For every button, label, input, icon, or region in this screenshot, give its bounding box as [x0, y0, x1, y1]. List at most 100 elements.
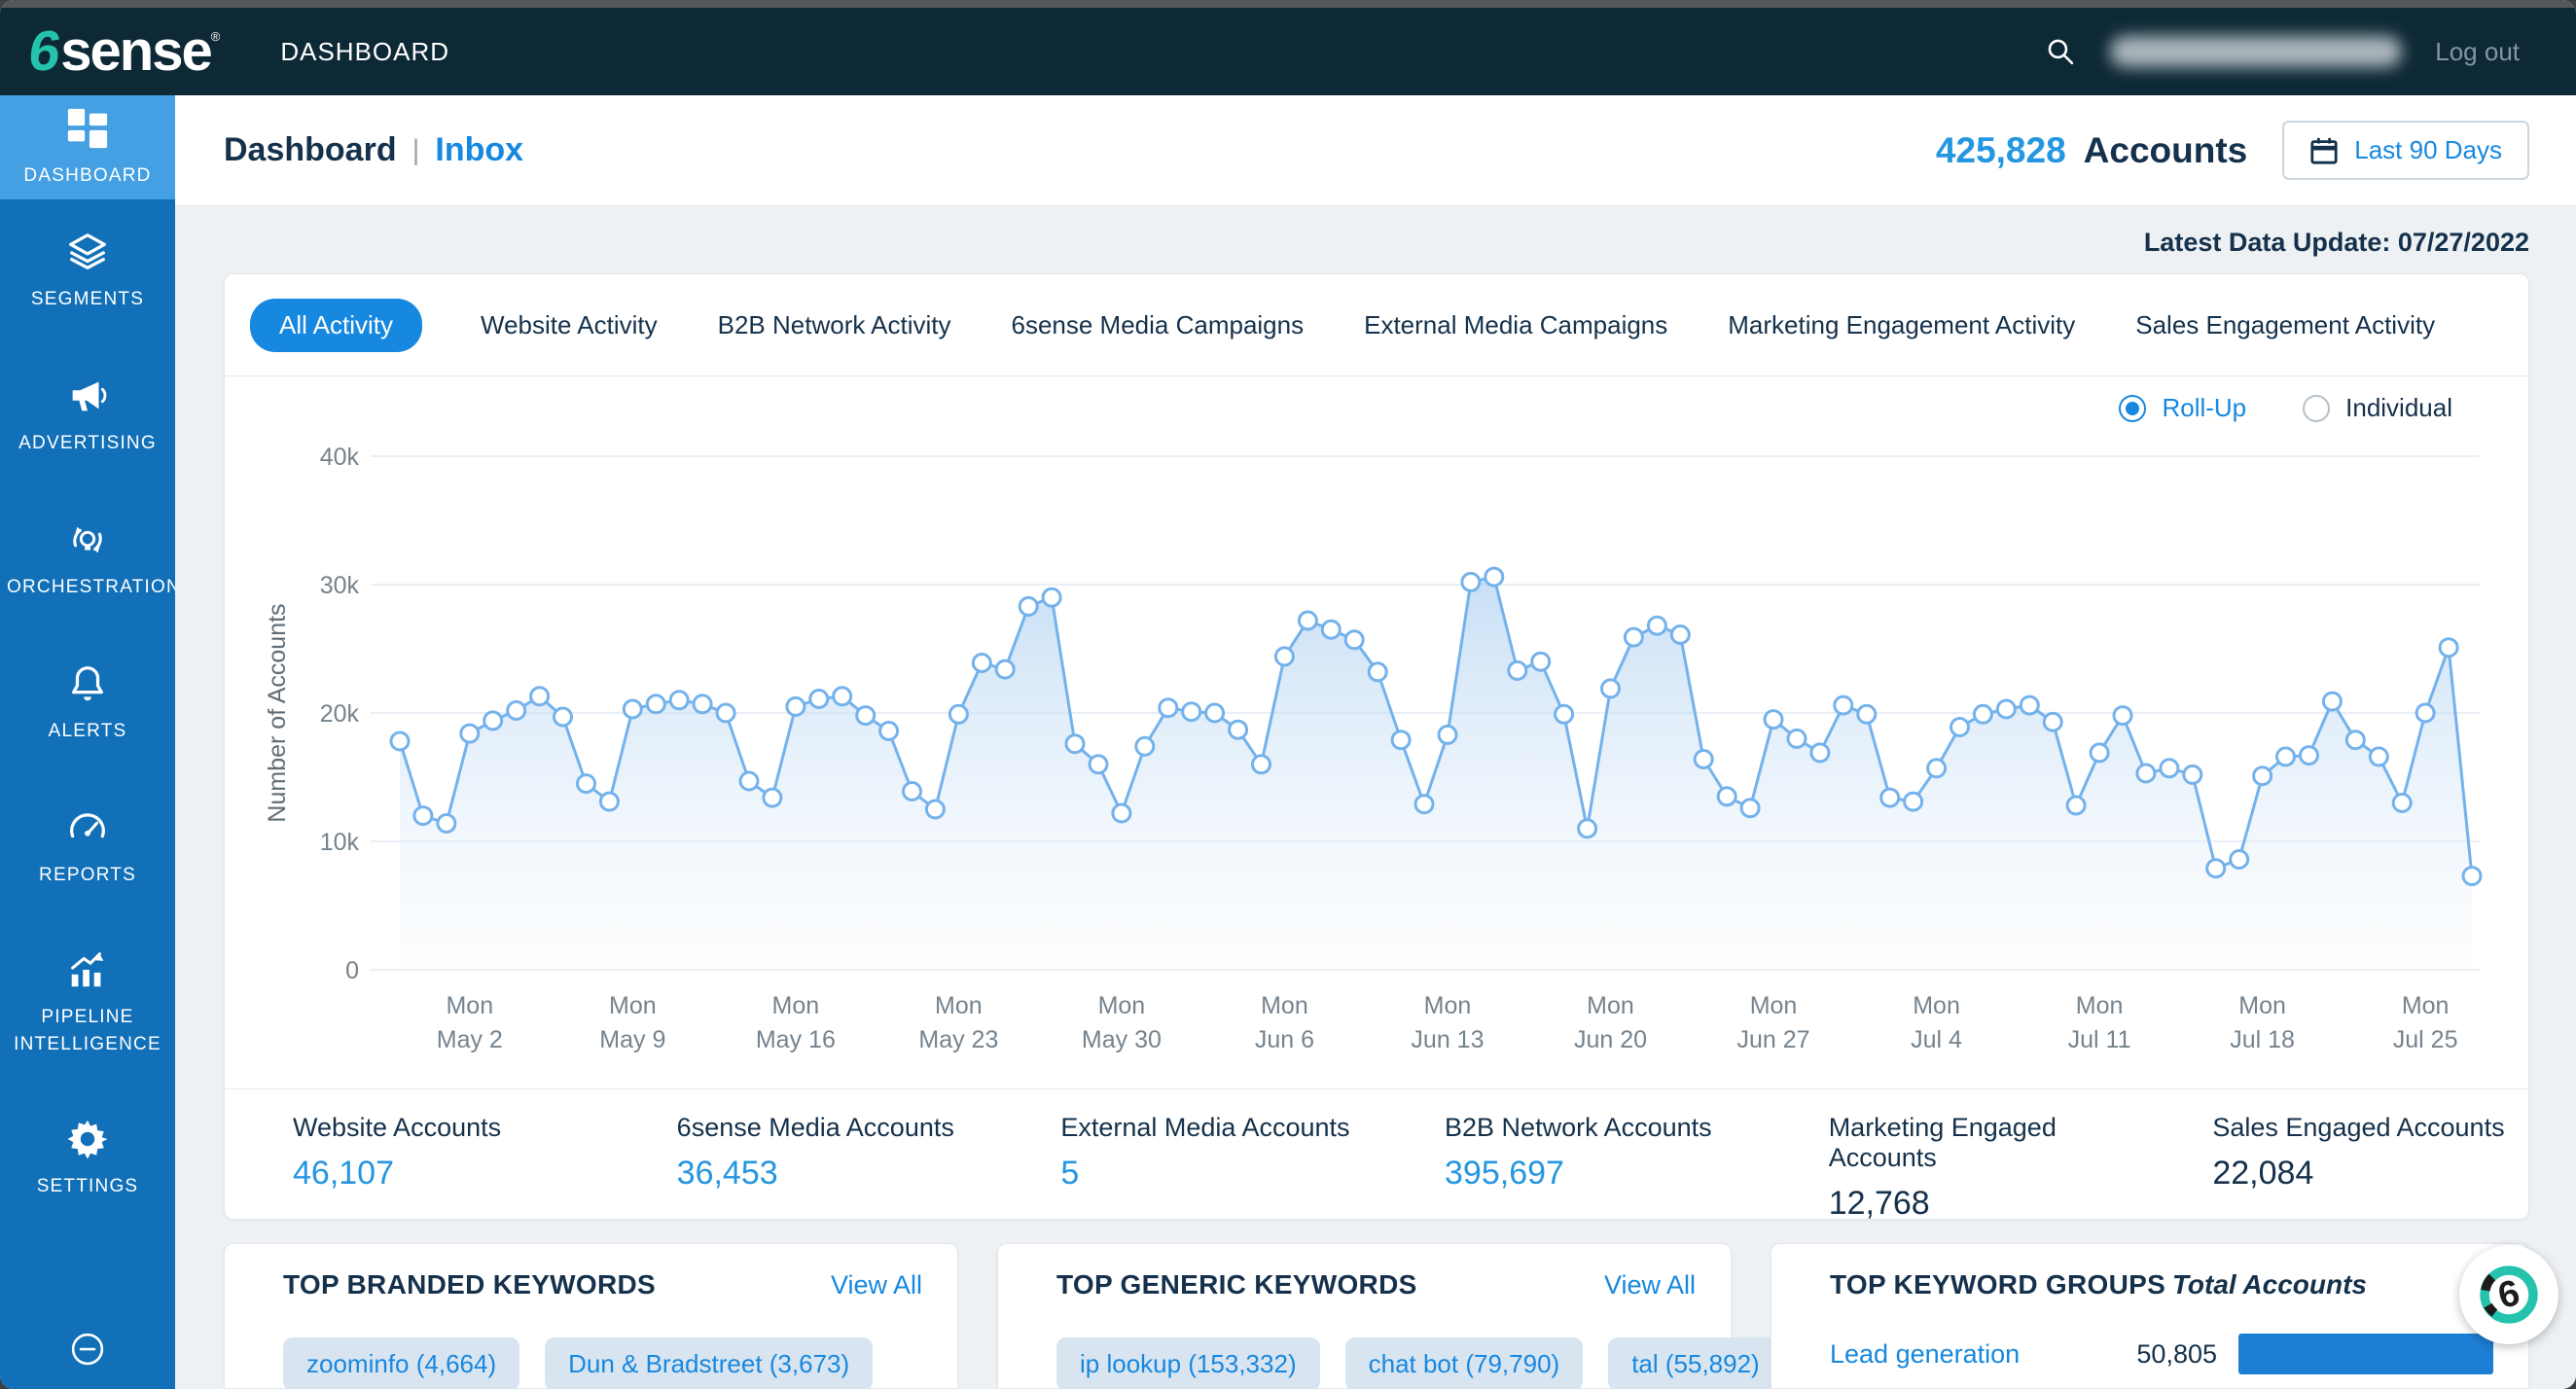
tab-external-media-campaigns[interactable]: External Media Campaigns — [1362, 299, 1669, 352]
stat-value[interactable]: 395,697 — [1445, 1155, 1564, 1192]
svg-text:Jun 6: Jun 6 — [1255, 1026, 1314, 1053]
radio-roll-up[interactable]: Roll-Up — [2119, 393, 2246, 423]
date-range-button[interactable]: Last 90 Days — [2282, 121, 2529, 180]
keyword-group-link[interactable]: Lead generation — [1830, 1338, 2021, 1369]
stat-label: Marketing Engaged Accounts — [1828, 1113, 2057, 1172]
tab-b2b-network-activity[interactable]: B2B Network Activity — [716, 299, 953, 352]
svg-text:40k: 40k — [320, 444, 360, 471]
collapse-sidebar-button[interactable] — [0, 1329, 175, 1370]
logout-button[interactable]: Log out — [2435, 36, 2520, 66]
svg-text:Mon: Mon — [1587, 992, 1634, 1019]
svg-text:Mon: Mon — [2238, 992, 2286, 1019]
view-toggle: Roll-Up Individual — [2119, 393, 2452, 423]
svg-text:May 23: May 23 — [918, 1026, 998, 1053]
6sense-logo[interactable]: 6 sense ® — [25, 19, 221, 83]
top-nav: 6 sense ® DASHBOARD Log out — [0, 8, 2576, 95]
generic-view-all-link[interactable]: View All — [1603, 1270, 1696, 1300]
activity-chart-card: All Activity Website Activity B2B Network … — [224, 273, 2529, 1222]
keyword-chip-zoominfo-4-664[interactable]: zoominfo (4,664) — [283, 1337, 520, 1389]
gauge-icon — [65, 805, 110, 850]
tab-website-activity[interactable]: Website Activity — [479, 299, 660, 352]
search-icon[interactable] — [2044, 35, 2077, 68]
svg-text:30k: 30k — [320, 572, 360, 599]
radio-individual[interactable]: Individual — [2303, 393, 2452, 423]
stat-label: External Media Accounts — [1060, 1113, 1350, 1142]
svg-text:Jul 18: Jul 18 — [2230, 1026, 2295, 1053]
stats-row: Website Accounts 46,107 6sense Media Accou… — [225, 1088, 2528, 1222]
stat-website-accounts: Website Accounts 46,107 — [225, 1089, 609, 1219]
top-branded-keywords-card: TOP BRANDED KEYWORDS View All zoominfo (… — [224, 1243, 958, 1389]
sidebar-item-reports[interactable]: REPORTS — [0, 775, 175, 919]
svg-text:Mon: Mon — [772, 992, 820, 1019]
sidebar-item-dashboard[interactable]: DASHBOARD — [0, 95, 175, 199]
circle-minus-icon — [71, 1333, 104, 1366]
svg-text:Jul 11: Jul 11 — [2068, 1026, 2131, 1053]
user-email-blurred[interactable] — [2110, 36, 2403, 67]
svg-text:Jun 13: Jun 13 — [1411, 1026, 1484, 1053]
sidebar-item-advertising[interactable]: ADVERTISING — [0, 343, 175, 487]
stat-value[interactable]: 36,453 — [676, 1155, 778, 1192]
logo-6-glyph: 6 — [24, 19, 65, 83]
stat-label: 6sense Media Accounts — [676, 1113, 954, 1142]
svg-text:0: 0 — [345, 957, 359, 984]
keyword-chip-tal-55-892[interactable]: tal (55,892) — [1608, 1337, 1783, 1389]
sidebar-item-orchestration[interactable]: ORCHESTRATION — [0, 487, 180, 631]
bell-icon — [65, 661, 110, 706]
orchestration-icon — [65, 517, 110, 562]
nav-dashboard-label[interactable]: DASHBOARD — [280, 36, 450, 66]
sidebar-item-label: SEGMENTS — [30, 289, 145, 310]
stat-value: 22,084 — [2212, 1155, 2314, 1192]
svg-text:Jun 27: Jun 27 — [1736, 1026, 1809, 1053]
tab-sales-engagement-activity[interactable]: Sales Engagement Activity — [2133, 299, 2437, 352]
layers-icon — [65, 230, 110, 274]
stat-value[interactable]: 5 — [1060, 1155, 1080, 1192]
svg-text:Number of Accounts: Number of Accounts — [264, 603, 291, 822]
tab-all-activity[interactable]: All Activity — [250, 298, 423, 352]
sidebar-item-label: ADVERTISING — [18, 433, 157, 454]
stat-value: 12,768 — [1828, 1185, 1930, 1222]
radio-label: Roll-Up — [2162, 393, 2247, 422]
svg-text:Jul 25: Jul 25 — [2393, 1026, 2458, 1053]
svg-text:Mon: Mon — [2076, 992, 2124, 1019]
sidebar-item-segments[interactable]: SEGMENTS — [0, 199, 175, 343]
svg-text:20k: 20k — [320, 700, 360, 728]
svg-text:May 9: May 9 — [599, 1026, 665, 1053]
svg-text:Mon: Mon — [609, 992, 657, 1019]
sidebar-item-alerts[interactable]: ALERTS — [0, 631, 175, 775]
tab-marketing-engagement-activity[interactable]: Marketing Engagement Activity — [1726, 299, 2077, 352]
sidebar-item-pipeline-intelligence[interactable]: PIPELINE INTELLIGENCE — [0, 919, 175, 1086]
stat-external-media-accounts: External Media Accounts 5 — [992, 1089, 1377, 1219]
inbox-link[interactable]: Inbox — [435, 131, 524, 168]
radio-label: Individual — [2345, 393, 2452, 422]
keyword-chip-chat-bot-79-790[interactable]: chat bot (79,790) — [1344, 1337, 1584, 1389]
stat-label: Website Accounts — [293, 1113, 502, 1142]
sidebar-item-settings[interactable]: SETTINGS — [0, 1086, 175, 1230]
page-header: Dashboard | Inbox 425,828 Accounts Last … — [175, 95, 2576, 206]
6sense-chat-icon: 6 — [2469, 1255, 2549, 1335]
chat-widget-button[interactable]: 6 — [2459, 1245, 2558, 1344]
svg-text:Jul 4: Jul 4 — [1911, 1026, 1962, 1053]
calendar-icon — [2309, 136, 2339, 165]
activity-line-chart[interactable]: 40k 30k 20k 10k 0 Number of Accounts Mon May 2 M… — [225, 376, 2528, 1091]
main-content: Dashboard | Inbox 425,828 Accounts Last … — [175, 95, 2576, 1389]
svg-text:May 16: May 16 — [756, 1026, 836, 1053]
stat-value[interactable]: 46,107 — [293, 1155, 394, 1192]
keyword-chip-dun-bradstreet-3-673[interactable]: Dun & Bradstreet (3,673) — [545, 1337, 874, 1389]
svg-text:May 30: May 30 — [1082, 1026, 1162, 1053]
svg-text:Mon: Mon — [1750, 992, 1798, 1019]
logo-text: sense — [60, 19, 212, 83]
keyword-chip-ip-lookup-153-332[interactable]: ip lookup (153,332) — [1056, 1337, 1320, 1389]
megaphone-icon — [65, 374, 110, 418]
radio-icon — [2119, 394, 2147, 422]
keyword-group-value: 50,805 — [2136, 1338, 2217, 1369]
radio-icon — [2303, 394, 2331, 422]
sidebar-item-label: PIPELINE INTELLIGENCE — [14, 1007, 161, 1054]
svg-text:Mon: Mon — [446, 992, 493, 1019]
branded-view-all-link[interactable]: View All — [830, 1270, 922, 1300]
tab-6sense-media-campaigns[interactable]: 6sense Media Campaigns — [1009, 299, 1306, 352]
activity-tabs: All Activity Website Activity B2B Network … — [225, 274, 2528, 376]
accounts-count[interactable]: 425,828 — [1935, 129, 2066, 170]
svg-text:Mon: Mon — [1261, 992, 1308, 1019]
stat-marketing-engaged-accounts: Marketing Engaged Accounts 12,768 — [1761, 1089, 2145, 1222]
